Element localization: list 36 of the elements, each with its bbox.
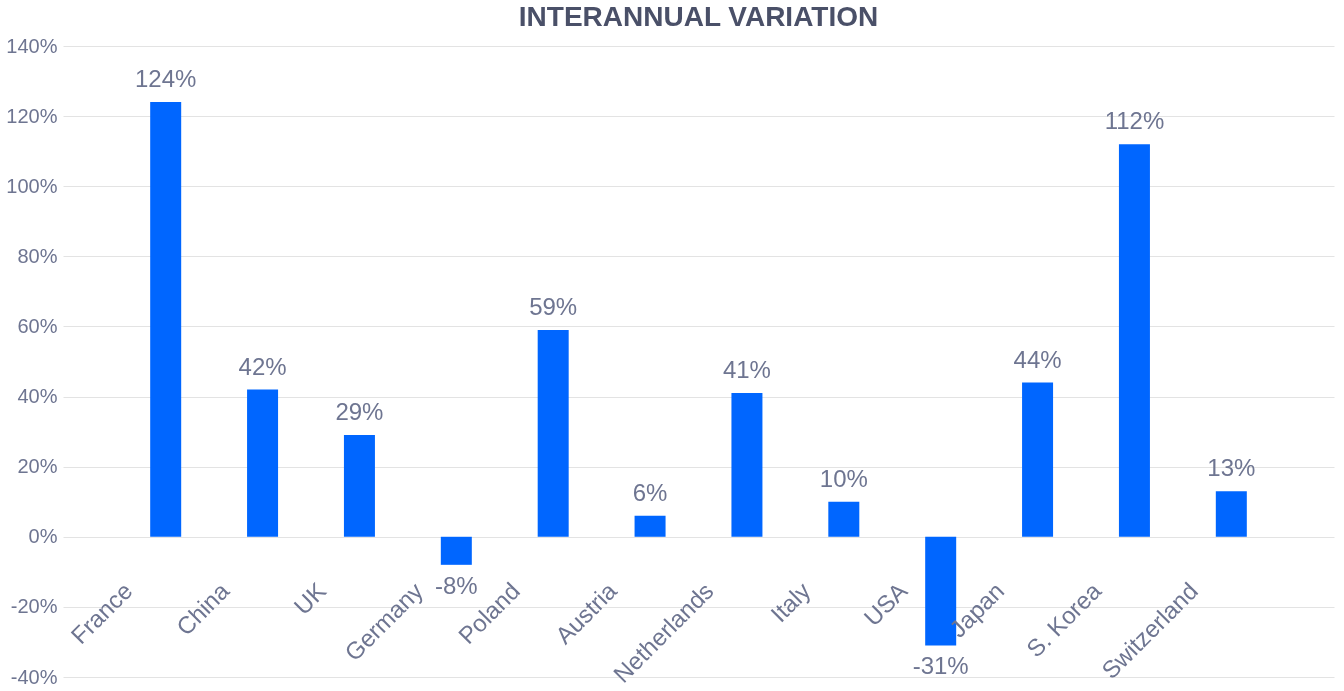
data-label: -31% [912,652,969,680]
data-label: 124% [134,65,197,93]
data-label: 112% [1104,107,1165,135]
y-tick-label: -20% [10,595,58,618]
bar [1118,144,1150,537]
data-label: 10% [819,464,868,492]
bar [828,501,860,537]
data-label: 44% [1013,345,1062,373]
y-tick-label: 80% [17,244,58,267]
y-tick-label: 0% [28,525,58,548]
y-tick-label: 140% [6,34,58,57]
data-label: 41% [722,356,771,384]
y-tick-label: -40% [10,665,58,688]
bar [1215,491,1247,537]
x-tick-label: USA [858,577,913,632]
bar [537,329,569,537]
x-tick-label: UK [288,577,332,620]
bar [634,515,666,537]
bar [247,389,279,537]
y-tick-label: 60% [17,314,58,337]
y-tick-label: 100% [6,174,58,197]
chart-title: INTERANNUAL VARIATION [518,1,879,32]
bar [1022,382,1054,537]
bar [150,102,182,537]
y-tick-label: 20% [17,455,58,478]
data-label: 13% [1207,454,1256,482]
y-tick-label: 40% [17,385,58,408]
data-label: 29% [335,398,384,426]
bar [440,536,472,565]
y-tick-label: 120% [6,104,58,127]
data-label: 42% [238,352,287,380]
data-label: 59% [529,292,578,320]
bar [731,393,763,537]
bar [343,435,375,537]
data-label: 6% [632,478,668,506]
x-tick-label: Italy [765,577,816,628]
